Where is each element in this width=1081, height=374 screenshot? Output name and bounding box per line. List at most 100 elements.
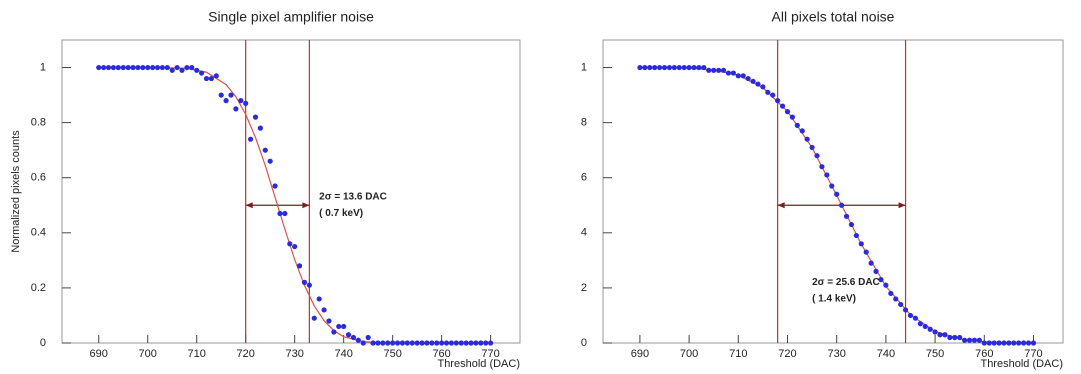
data-point xyxy=(1021,340,1027,346)
data-point xyxy=(208,75,215,82)
data-point xyxy=(262,147,268,153)
y-tick-label: 0.4 xyxy=(31,227,46,239)
data-point xyxy=(794,122,800,128)
data-point xyxy=(125,64,131,71)
data-point xyxy=(779,103,786,109)
data-point xyxy=(439,340,445,346)
y-axis-label: Normalized pixels counts xyxy=(10,130,22,253)
data-point xyxy=(105,64,112,71)
data-point xyxy=(473,340,479,346)
data-point xyxy=(809,144,815,151)
data-point xyxy=(681,64,687,71)
data-point xyxy=(863,249,869,255)
data-point xyxy=(194,67,200,73)
data-point xyxy=(957,334,963,341)
data-point xyxy=(130,64,136,71)
data-point xyxy=(120,64,126,71)
data-point xyxy=(419,340,425,346)
data-point xyxy=(429,340,435,346)
x-axis-label: Threshold (DAC) xyxy=(980,358,1063,370)
data-point xyxy=(637,64,643,71)
data-point xyxy=(189,64,195,71)
data-point xyxy=(917,321,923,327)
x-tick-label: 720 xyxy=(237,348,255,360)
data-point xyxy=(888,290,894,297)
data-point xyxy=(115,64,121,71)
plot-frame xyxy=(61,39,521,344)
data-point xyxy=(878,277,884,283)
data-point xyxy=(228,92,234,98)
data-point xyxy=(1016,340,1022,346)
data-point xyxy=(478,340,484,346)
data-point xyxy=(843,213,850,219)
data-point xyxy=(676,64,682,71)
data-point xyxy=(819,164,825,170)
data-point xyxy=(666,64,673,71)
data-point xyxy=(394,340,401,346)
data-point xyxy=(277,210,283,217)
data-point xyxy=(370,340,376,346)
data-point xyxy=(365,334,371,341)
data-point xyxy=(829,183,835,189)
data-point xyxy=(789,114,796,120)
data-point xyxy=(942,332,948,338)
data-point xyxy=(443,340,450,346)
annotation: 2σ = 25.6 DAC xyxy=(812,277,880,288)
data-point xyxy=(696,64,702,71)
data-point xyxy=(1001,340,1007,346)
data-point xyxy=(409,340,415,346)
data-point xyxy=(385,340,391,346)
data-point xyxy=(824,172,830,178)
data-point xyxy=(814,153,820,159)
data-point xyxy=(414,340,420,346)
data-point xyxy=(252,114,259,120)
data-point xyxy=(326,318,332,324)
data-point xyxy=(468,340,474,346)
x-tick-label: 700 xyxy=(139,348,157,360)
y-tick-label: 0.8 xyxy=(31,117,46,129)
data-point xyxy=(301,279,308,285)
annotation: ( 0.7 keV) xyxy=(319,208,363,219)
x-tick-label: 750 xyxy=(926,348,944,360)
y-tick-label: 0.6 xyxy=(31,172,46,184)
x-tick-label: 710 xyxy=(729,348,747,360)
data-point xyxy=(179,67,185,73)
x-tick-label: 690 xyxy=(631,348,649,360)
data-point xyxy=(272,183,278,189)
data-point xyxy=(716,67,722,73)
data-point xyxy=(184,64,190,71)
data-point xyxy=(770,92,776,98)
annotation: ( 1.4 keV) xyxy=(812,294,856,305)
data-point xyxy=(174,64,180,71)
data-point xyxy=(656,64,663,71)
y-tick-label: 4 xyxy=(581,227,587,239)
data-point xyxy=(331,329,337,335)
y-tick-label: 0 xyxy=(40,337,46,349)
data-point xyxy=(735,73,741,79)
data-point xyxy=(321,307,327,313)
data-point xyxy=(775,98,781,104)
x-tick-label: 690 xyxy=(90,348,108,360)
data-point xyxy=(691,64,697,71)
data-point xyxy=(932,329,938,335)
data-point xyxy=(257,125,263,131)
data-point xyxy=(745,75,751,82)
data-point xyxy=(145,64,151,71)
data-point xyxy=(135,64,141,71)
data-point xyxy=(902,307,909,313)
data-point xyxy=(760,84,766,90)
data-point xyxy=(164,64,170,71)
chart-title: Single pixel amplifier noise xyxy=(208,9,374,25)
data-point xyxy=(345,332,352,338)
data-point xyxy=(750,78,756,84)
data-point xyxy=(336,323,342,330)
data-point xyxy=(912,315,919,321)
data-point xyxy=(952,334,958,341)
data-point xyxy=(661,64,668,71)
x-tick-label: 700 xyxy=(680,348,698,360)
x-tick-label: 750 xyxy=(383,348,401,360)
y-tick-label: 1 xyxy=(40,61,46,73)
x-tick-label: 720 xyxy=(778,348,796,360)
data-point xyxy=(652,64,658,71)
